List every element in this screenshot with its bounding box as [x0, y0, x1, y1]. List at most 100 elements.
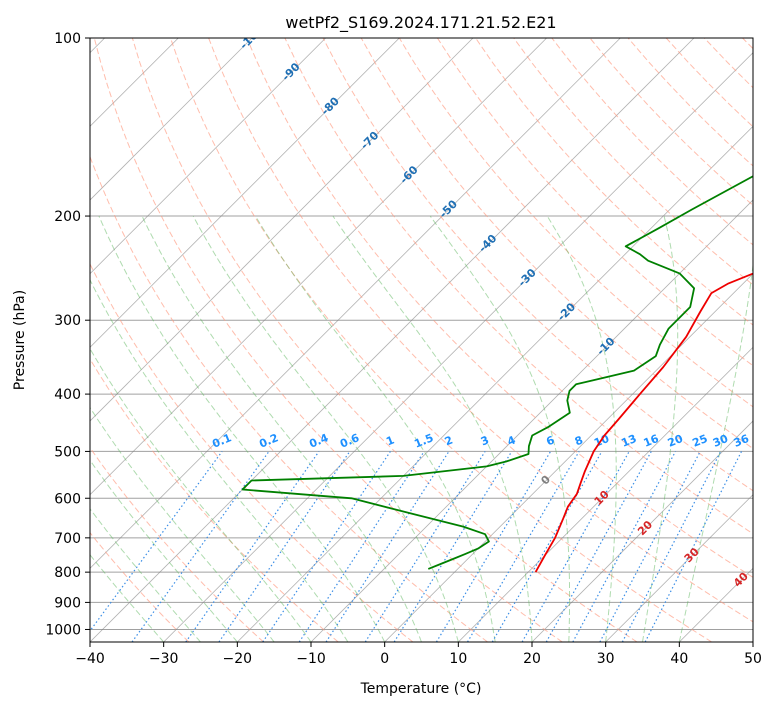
- temperature-profile: [534, 272, 753, 573]
- x-tick-label: 40: [670, 651, 688, 667]
- mixing-ratio-line: [325, 451, 450, 642]
- mixing-ratio-label: 25: [690, 432, 709, 450]
- mixing-ratio-label: 0.1: [210, 431, 233, 450]
- dry-adiabat-line: [665, 38, 753, 128]
- isotherm-line: [90, 38, 400, 348]
- mixing-ratio-label: 0.2: [257, 431, 280, 450]
- chart-title: wetPf2_S169.2024.171.21.52.E21: [285, 13, 556, 33]
- isotherm-line: [531, 420, 753, 642]
- dry-adiabat-line: [398, 38, 753, 408]
- isotherm-label: -10: [594, 334, 617, 357]
- isotherm-line: [384, 273, 753, 642]
- y-tick-label: 600: [54, 491, 81, 507]
- isotherm-label: -90: [279, 60, 302, 83]
- y-tick-label: 700: [54, 531, 81, 547]
- dry-adiabat-line: [589, 38, 753, 206]
- mixing-ratio-label: 13: [619, 432, 638, 450]
- dry-adiabat-line: [90, 262, 414, 642]
- mixing-ratio-label: 8: [573, 433, 585, 448]
- isotherm-line: [163, 52, 753, 642]
- isotherm-line: [752, 641, 753, 642]
- isotherm-line: [90, 38, 547, 496]
- mixing-ratio-label: 1: [384, 433, 396, 448]
- x-axis-label: Temperature (°C): [360, 681, 482, 697]
- plot-frame: [89, 37, 754, 643]
- y-axis-label: Pressure (hPa): [12, 290, 28, 390]
- mixing-ratio-line: [364, 451, 486, 642]
- chart-grid: [90, 38, 753, 642]
- moist-adiabat-line: [90, 406, 275, 642]
- moist-adiabat-line: [642, 215, 679, 642]
- mixing-ratio-line: [521, 451, 630, 642]
- dry-adiabat-line: [90, 358, 339, 642]
- mixing-ratio-line: [466, 451, 580, 642]
- mixing-ratio-line: [435, 451, 552, 642]
- x-tick-label: 0: [380, 651, 389, 667]
- moist-adiabat-line: [90, 553, 165, 642]
- isotherm-label: -80: [319, 94, 342, 117]
- mixing-ratio-label: 3: [479, 433, 491, 448]
- isotherm-label: -30: [516, 266, 539, 289]
- y-axis: 100 200 300 400 500 600 700 800 900 1000: [45, 31, 90, 638]
- dry-adiabat-line: [360, 38, 753, 450]
- mixing-ratio-label: 2: [443, 433, 455, 448]
- mixing-ratio-label: 30: [711, 432, 730, 450]
- y-tick-label: 100: [54, 31, 81, 47]
- dry-adiabat-line: [208, 38, 753, 623]
- moist-adiabat-line: [90, 278, 349, 642]
- y-tick-label: 400: [54, 387, 81, 403]
- y-tick-label: 200: [54, 209, 81, 225]
- y-tick-label: 500: [54, 444, 81, 460]
- mixing-ratio-line: [491, 451, 603, 642]
- moist-adiabat-line: [678, 261, 753, 642]
- moist-adiabat-line: [90, 507, 201, 642]
- mixing-ratio-line: [572, 451, 677, 642]
- dry-adiabat-label: 10: [592, 488, 612, 508]
- moist-adiabat-line: [429, 215, 571, 642]
- mixing-ratio-label: 0.4: [307, 431, 330, 450]
- isotherm-line: [237, 125, 753, 642]
- chart-traces: [241, 175, 753, 573]
- dry-adiabat-line: [742, 38, 753, 50]
- isotherm-line: [90, 38, 474, 422]
- dry-adiabat-line: [90, 531, 190, 642]
- isotherm-line: [605, 494, 753, 642]
- dry-adiabat-line: [93, 38, 563, 642]
- dry-adiabat-line: [90, 155, 488, 642]
- x-tick-label: −20: [223, 651, 253, 667]
- x-tick-label: 20: [523, 651, 541, 667]
- dry-adiabat-line: [513, 38, 753, 286]
- moist-adiabat-line: [332, 215, 533, 642]
- moist-adiabat-line: [254, 215, 496, 642]
- dry-adiabat-line: [90, 446, 264, 642]
- dewpoint-profile: [241, 175, 753, 570]
- dry-adiabat-line: [703, 38, 753, 89]
- y-tick-label: 900: [54, 595, 81, 611]
- x-tick-label: 10: [449, 651, 467, 667]
- y-tick-label: 800: [54, 565, 81, 581]
- mixing-ratio-label: 20: [666, 432, 685, 450]
- x-tick-label: −40: [75, 651, 105, 667]
- mixing-ratio-line: [218, 451, 351, 642]
- dry-adiabat-line: [246, 38, 753, 578]
- dry-adiabat-line: [131, 38, 638, 642]
- y-tick-label: 300: [54, 313, 81, 329]
- dry-adiabat-label: 20: [635, 518, 655, 538]
- mixing-ratio-line: [545, 451, 652, 642]
- mixing-ratio-label: 6: [544, 433, 556, 448]
- mixing-ratio-label: 36: [732, 432, 751, 450]
- isotherm-line: [90, 38, 621, 569]
- isotherm-label: -60: [397, 163, 420, 186]
- mixing-ratio-line: [185, 451, 320, 642]
- isotherm-line: [90, 38, 326, 275]
- x-axis: −40 −30 −20 −10 0 10 20 30 40 50: [75, 642, 762, 667]
- mixing-ratio-label: 16: [642, 432, 661, 450]
- mixing-ratio-line: [298, 451, 425, 642]
- moist-adiabat-line: [90, 459, 238, 642]
- isotherm-line: [458, 346, 753, 642]
- moist-adiabat-label: 0: [538, 473, 553, 488]
- y-tick-label: 1000: [45, 622, 81, 638]
- chart-annotations: -100-90-80-70-60-50-40-30-20-100.1 0.2 0.4…: [210, 38, 751, 590]
- isotherm-line: [90, 38, 253, 201]
